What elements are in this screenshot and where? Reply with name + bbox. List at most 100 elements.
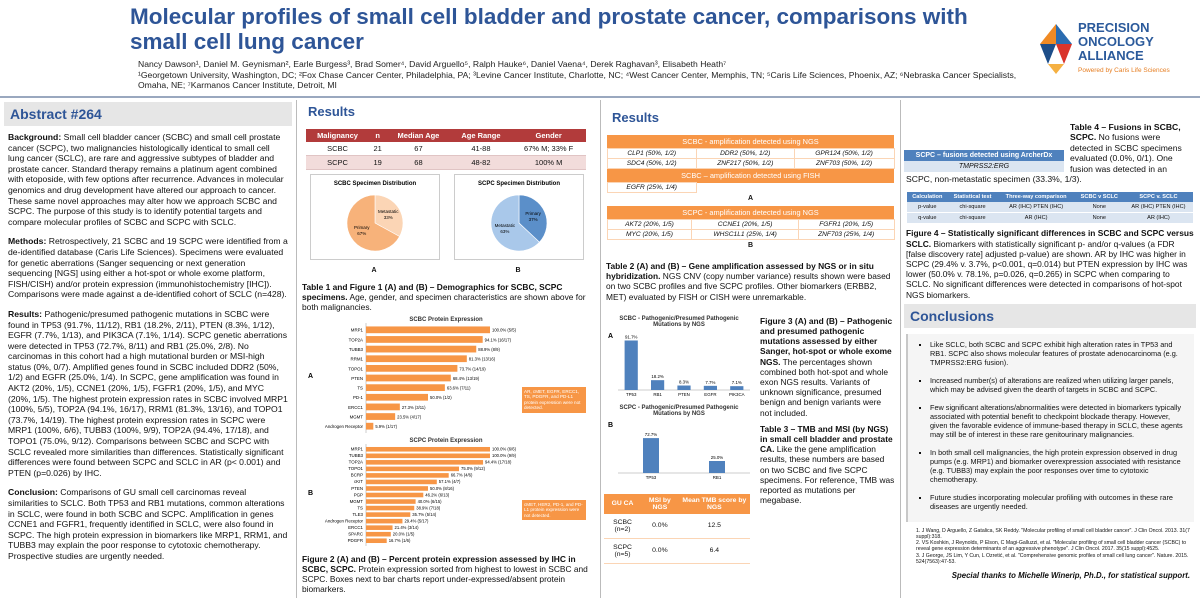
bar-label: RB1 [653,392,662,397]
cell: 19 [368,155,387,170]
logo-shape [1040,24,1056,44]
header-cell: SCPC – fusions detected using ArcherDx [904,150,1064,161]
abstract-body: Background: Small cell bladder cancer (S… [4,132,292,562]
bar [366,531,391,537]
row: EGFR (25%, 1/4) [606,182,894,193]
header: Molecular profiles of small cell bladder… [0,0,1200,98]
caption-text: Protein expression sorted from highest t… [302,563,588,595]
cell: SCPC (n=5) [604,538,642,564]
results-column-3: SCPC – fusions detected using ArcherDx TM… [904,100,1196,596]
bar [366,505,415,510]
value-label: 7.7% [705,380,715,385]
value-label: 50.0% (1/2) [430,395,452,400]
bar [366,412,396,420]
bar-label: MGMT [350,498,364,503]
cell: CCNE1 (20%, 1/5) [691,219,799,230]
caption: Figure 3 (A) and (B) – Pathogenic and pr… [606,316,895,418]
value-label: 20.0% (1/5) [393,531,415,536]
row: CLP1 (50%, 1/2) DDR2 (50%, 1/2) GPR124 (50… [606,148,895,159]
bullet: Like SCLC, both SCBC and SCPC exhibit hi… [930,340,1186,367]
cell: 0.0% [641,538,679,564]
cell: AKT2 (20%, 1/5) [606,219,693,230]
slice-name: Metastatic [378,209,399,214]
cell: 67% M; 33% F [511,142,586,156]
header-row: GU CA MSI by NGS Mean TMB score by NGS [604,493,750,514]
bar-label: TLE3 [353,512,364,517]
chart-title: SCPC - Pathogenic/Presumed Pathogenic Mu… [619,404,739,417]
authors: Nancy Dawson¹, Daniel M. Geynisman², Ear… [138,59,727,69]
bullet: Few significant alterations/abnormalitie… [930,403,1186,439]
abstract-paragraph: Methods: Retrospectively, 21 SCBC and 19… [8,236,288,300]
cell: SCBC [306,142,369,156]
bar [366,479,437,484]
cell: 100% M [511,155,586,170]
bar [366,364,458,372]
row: SCPC (n=5) 0.0% 6.4 [604,538,750,564]
slice-label: 67% [357,231,366,236]
cell: p-value [907,202,948,214]
logo-shape [1056,44,1072,64]
cell: chi-square [947,202,998,214]
bar [366,446,490,452]
value-label: 100.0% (6/6) [492,446,517,451]
thanks: Special thanks to Michelle Winerip, Ph.D… [951,571,1190,581]
cell: AR (IHC) [1123,212,1193,225]
value-label: 100.0% (9/9) [492,453,517,458]
abstract-text: Small cell bladder cancer (SCBC) and sma… [8,132,284,227]
row: q-value chi-square AR (IHC) None AR (IHC) [907,212,1193,225]
caption: Figure 4 – Statistically significant dif… [906,228,1194,299]
header-cell: Median Age [386,129,451,142]
bar-label: SPARC [348,531,363,536]
header-cell: Calculation [907,192,948,203]
value-label: 38.9% (7/18) [416,505,441,510]
bullet-list: Like SCLC, both SCBC and SCPC exhibit hi… [920,340,1186,511]
value-label: 40.0% (6/15) [418,498,443,503]
bar [651,379,665,390]
bar-label: Androgen Receptor [325,424,364,429]
value-label: 35.7% (5/14) [412,512,437,517]
cell: EGFR (25%, 1/4) [606,182,697,193]
pie-box: SCBC Specimen Distribution Metastatic 33% P… [310,174,440,278]
caption: Figure 2 (A) and (B) – Percent protein e… [302,554,590,595]
value-label: 72.7% [645,432,658,437]
header-cell: SCPC v. SCLC [1123,192,1193,203]
reference: 1. J Wang, D Arguello, Z Gatalica, SK Re… [916,527,1190,541]
figure-letter: B [308,490,313,497]
chart-title: SCBC Protein Expression [409,316,483,323]
header-row: SCPC – fusions detected using ArcherDx [904,150,1064,161]
table-3-wrap: GU CA MSI by NGS Mean TMB score by NGS SCBC… [604,493,754,564]
header-cell: Statistical test [947,192,998,203]
lead: Results: [8,308,43,319]
section-title: SCPC - amplification detected using NGS [607,206,894,220]
logo-text: ALLIANCE [1078,48,1144,63]
slice-label: 63% [500,229,509,234]
abstract-paragraph: Conclusion: Comparisons of GU small cell… [8,487,288,561]
caption-text: No fusions were detected in SCBC specime… [906,132,1182,185]
bar-label: RB1 [713,475,722,480]
cell: TMPRSS2:ERG [904,161,1064,172]
table: Calculation Statistical test Three-way com… [907,192,1193,225]
poster-title: Molecular profiles of small cell bladder… [130,4,968,54]
value-label: 57.1% (4/7) [439,479,461,484]
bar [730,385,744,390]
bar [624,340,638,390]
abstract-column: Abstract #264 Background: Small cell bla… [4,100,292,596]
pie-slice [374,194,404,237]
affiliations: ¹Georgetown University, Washington, DC; … [138,69,1017,91]
bar [709,460,725,473]
logo-shape [1040,44,1056,64]
pie-box: SCPC Specimen Distribution Primary 37% Meta… [454,174,584,278]
caption-text: Biomarkers with statistically significan… [906,238,1188,300]
protein-charts: SCBC Protein Expression A MRP1 100.0% (5/5)… [300,317,592,551]
cell: SDC4 (50%, 1/2) [606,158,697,169]
cell: 6.4 [678,538,750,564]
figure-letter: A [308,373,313,380]
table: GU CA MSI by NGS Mean TMB score by NGS SCBC… [604,493,750,564]
cell: 0.0% [641,513,679,539]
cell: ZNF703 (50%, 1/2) [793,158,895,169]
caption-text: NGS CNV (copy number variance) results s… [606,271,891,302]
caption-bold: Figure 4 – Statistically significant dif… [906,228,1194,249]
bar-label: TUBB3 [349,453,364,458]
